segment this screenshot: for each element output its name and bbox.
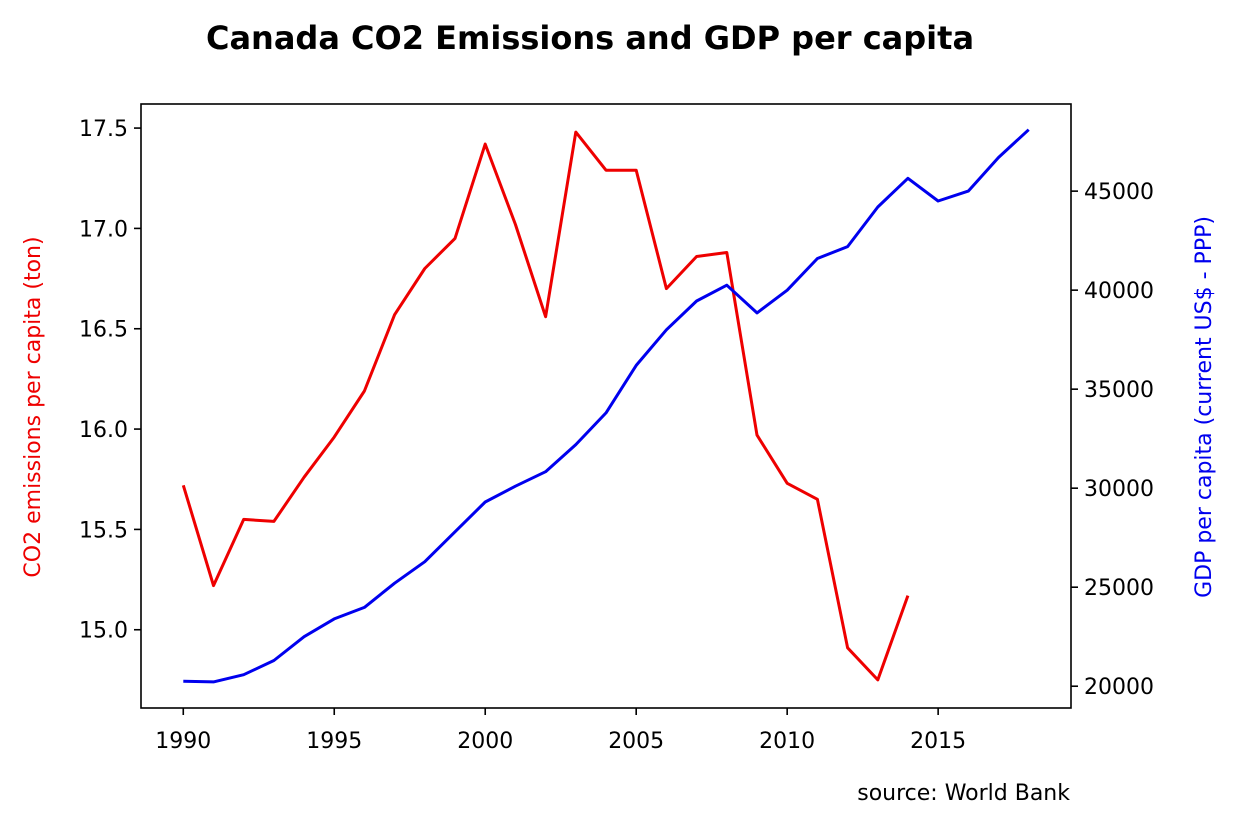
gdp-series-line bbox=[183, 128, 1030, 684]
right-axis-label: GDP per capita (current US$ - PPP) bbox=[1192, 216, 1217, 598]
right-y-tick-label: 40000 bbox=[1084, 279, 1154, 304]
x-axis: 1990 1995 2000 2005 2010 2015 bbox=[155, 708, 966, 754]
plot-frame bbox=[140, 103, 1072, 709]
plot-area bbox=[181, 128, 1030, 684]
left-y-tick-label: 15.5 bbox=[79, 518, 128, 543]
chart-title: Canada CO2 Emissions and GDP per capita bbox=[206, 19, 974, 57]
left-y-tick-label: 17.5 bbox=[79, 117, 128, 142]
left-axis-label: CO2 emissions per capita (ton) bbox=[21, 236, 46, 577]
x-tick-label: 2005 bbox=[608, 729, 664, 754]
left-y-tick-label: 17.0 bbox=[79, 217, 128, 242]
left-y-tick-label: 16.5 bbox=[79, 318, 128, 343]
right-y-tick-label: 45000 bbox=[1084, 180, 1154, 205]
x-tick-label: 2010 bbox=[759, 729, 815, 754]
left-y-tick-label: 15.0 bbox=[79, 619, 128, 644]
right-y-tick-label: 35000 bbox=[1084, 378, 1154, 403]
x-tick-label: 2000 bbox=[457, 729, 513, 754]
left-y-tick-label: 16.0 bbox=[79, 418, 128, 443]
x-tick-label: 1995 bbox=[306, 729, 362, 754]
right-y-tick-label: 25000 bbox=[1084, 576, 1154, 601]
right-y-tick-label: 20000 bbox=[1084, 675, 1154, 700]
left-y-axis: 15.0 15.5 16.0 16.5 17.0 17.5 bbox=[79, 117, 141, 644]
x-tick-label: 2015 bbox=[910, 729, 966, 754]
right-y-axis: 20000 25000 30000 35000 40000 45000 bbox=[1071, 180, 1154, 700]
x-tick-label: 1990 bbox=[155, 729, 211, 754]
co2-series-line bbox=[181, 130, 910, 682]
right-y-tick-label: 30000 bbox=[1084, 477, 1154, 502]
source-note: source: World Bank bbox=[857, 781, 1070, 806]
